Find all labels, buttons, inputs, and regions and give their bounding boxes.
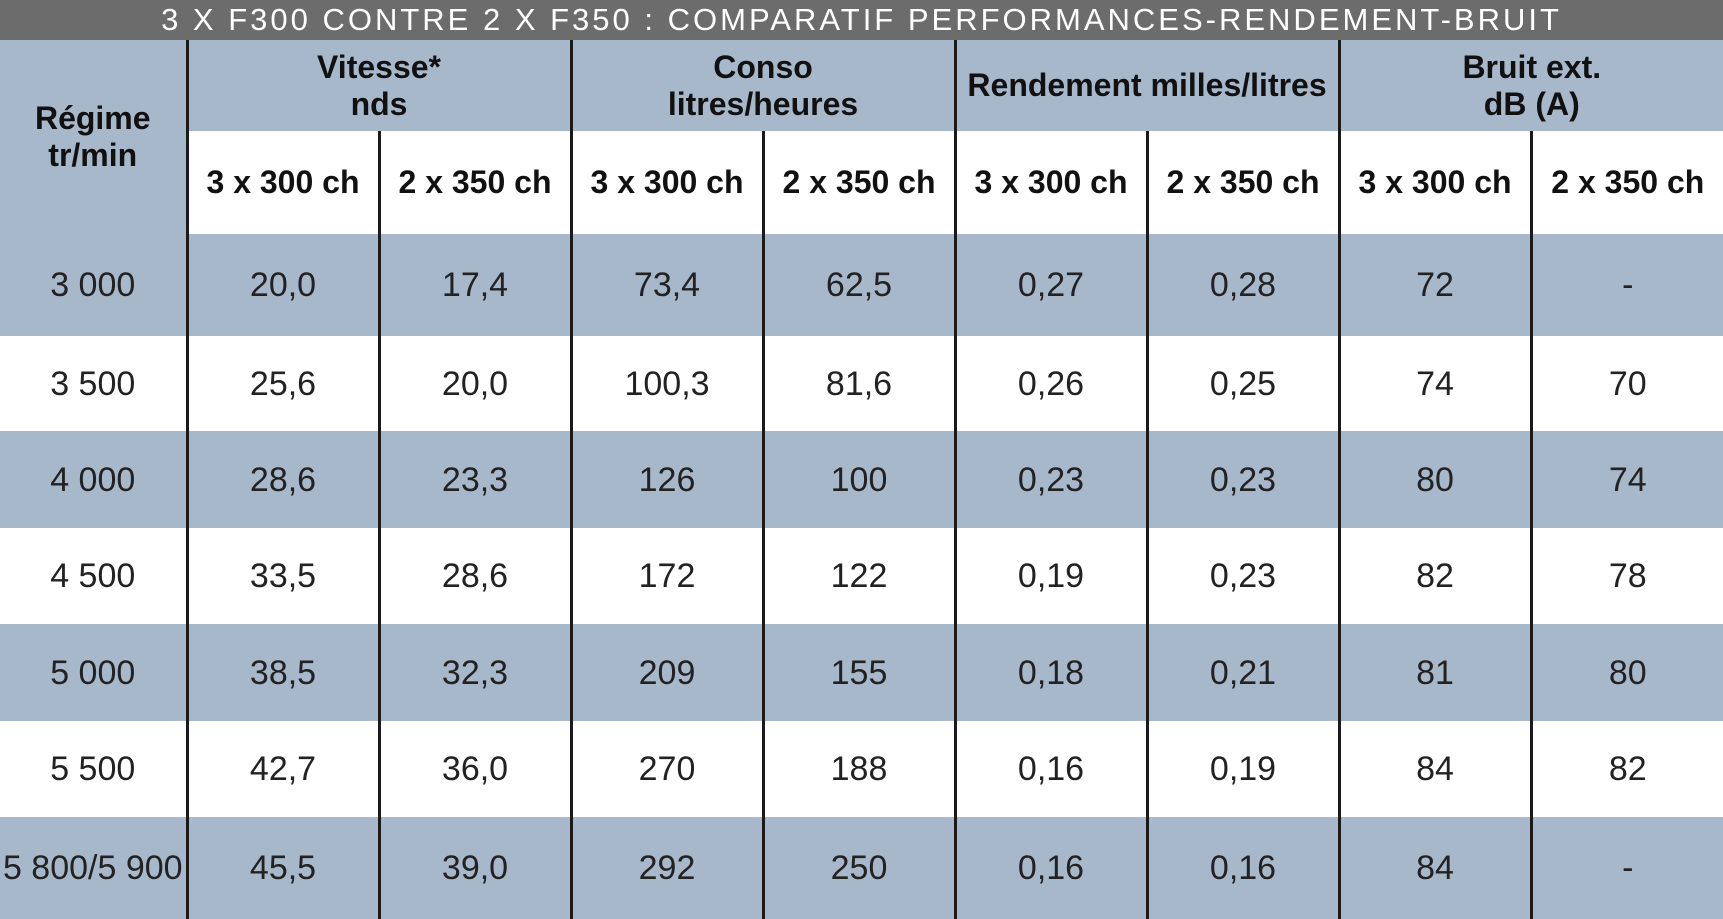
value-cell: 73,4	[569, 234, 765, 336]
value-cell: 292	[569, 817, 765, 919]
value-cell: 209	[569, 624, 765, 721]
data-row: 5 800/5 900 45,5 39,0 292 250 0,16 0,16 84-	[0, 817, 1723, 919]
value-cell: 0,19	[953, 528, 1149, 624]
value-cell: 0,19	[1145, 721, 1341, 817]
value-cell: 39,0	[377, 817, 573, 919]
value-cell: 0,23	[1145, 431, 1341, 528]
value-cell: 42,7	[185, 721, 381, 817]
value-cell: 0,26	[953, 336, 1149, 431]
value-cell: 82	[1337, 528, 1533, 624]
value-cell: 84	[1337, 817, 1533, 919]
value-cell: 188	[761, 721, 957, 817]
header-line: nds	[350, 85, 408, 122]
value-cell: 80	[1337, 431, 1533, 528]
header-line: Vitesse*	[317, 48, 441, 85]
title-bar: 3 X F300 CONTRE 2 X F350 : COMPARATIF PE…	[0, 0, 1723, 40]
value-cell: 126	[569, 431, 765, 528]
sub-header: 3 x 300 ch	[187, 131, 381, 234]
value-cell: 28,6	[377, 528, 573, 624]
value-cell: 100,3	[569, 336, 765, 431]
value-cell: 32,3	[377, 624, 573, 721]
comparison-table: Régime tr/min Vitesse* nds Conso litres/heure…	[0, 40, 1723, 919]
value-cell: 74	[1529, 431, 1723, 528]
data-row: 5 000 38,5 32,3 209 155 0,18 0,21 81 80	[0, 624, 1723, 721]
rpm-cell: 5 000	[0, 624, 189, 721]
value-cell: 0,27	[953, 234, 1149, 336]
rpm-cell: 4 500	[0, 528, 189, 624]
data-row: 4 000 28,6 23,3 126 100 0,23 0,23 80 74	[0, 431, 1723, 528]
value-cell: 45,5	[185, 817, 381, 919]
sub-header: 2 x 350 ch	[761, 131, 957, 234]
value-cell: 250	[761, 817, 957, 919]
sub-header-row: 3 x 300 ch 2 x 350 ch 3 x 300 ch 2 x 350 ch…	[0, 131, 1723, 234]
value-cell: -	[1529, 234, 1723, 336]
sub-header: 3 x 300 ch	[1337, 131, 1533, 234]
sub-header: 2 x 350 ch	[1145, 131, 1341, 234]
value-cell: 28,6	[185, 431, 381, 528]
value-cell: 0,23	[953, 431, 1149, 528]
value-cell: 70	[1529, 336, 1723, 431]
group-header: Régime tr/min	[0, 40, 189, 234]
rpm-cell: 5 500	[0, 721, 189, 817]
value-cell: 172	[569, 528, 765, 624]
value-cell: 0,25	[1145, 336, 1341, 431]
header-line: litres/heures	[667, 85, 859, 122]
header-line: dB (A)	[1483, 85, 1580, 122]
sub-header: 2 x 350 ch	[1529, 131, 1723, 234]
value-cell: 122	[761, 528, 957, 624]
header-line: tr/min	[48, 137, 138, 173]
header-line: Conso	[713, 48, 813, 85]
value-cell: 82	[1529, 721, 1723, 817]
value-cell: 270	[569, 721, 765, 817]
value-cell: 25,6	[185, 336, 381, 431]
value-cell: 80	[1529, 624, 1723, 721]
data-row: 4 500 33,5 28,6 172 122 0,19 0,23 82 78	[0, 528, 1723, 624]
header-line: Bruit ext.	[1462, 48, 1602, 85]
value-cell: 36,0	[377, 721, 573, 817]
value-cell: 74	[1337, 336, 1533, 431]
value-cell: 23,3	[377, 431, 573, 528]
value-cell: 155	[761, 624, 957, 721]
value-cell: 72	[1337, 234, 1533, 336]
data-row: 3 500 25,6 20,0 100,3 81,6 0,26 0,25 74 70	[0, 336, 1723, 431]
value-cell: 20,0	[377, 336, 573, 431]
group-header: Bruit ext. dB (A)	[1337, 40, 1723, 131]
rpm-cell: 3 000	[0, 234, 189, 336]
value-cell: 17,4	[377, 234, 573, 336]
group-header: Vitesse* nds	[185, 40, 573, 131]
group-header-row: Régime tr/min Vitesse* nds Conso litres/heure…	[0, 40, 1723, 234]
value-cell: 81	[1337, 624, 1533, 721]
rpm-cell: 3 500	[0, 336, 189, 431]
value-cell: 81,6	[761, 336, 957, 431]
value-cell: 0,16	[1145, 817, 1341, 919]
group-header: Rendement milles/litres	[953, 40, 1341, 131]
header-line: Régime	[34, 100, 151, 136]
value-cell: 38,5	[185, 624, 381, 721]
data-row: 3 000 20,0 17,4 73,4 62,5 0,27 0,28 72-	[0, 234, 1723, 336]
value-cell: 0,18	[953, 624, 1149, 721]
sub-header: 3 x 300 ch	[569, 131, 765, 234]
value-cell: 84	[1337, 721, 1533, 817]
value-cell: 0,23	[1145, 528, 1341, 624]
value-cell: 62,5	[761, 234, 957, 336]
sub-header: 2 x 350 ch	[377, 131, 573, 234]
rpm-cell: 5 800/5 900	[0, 817, 189, 919]
group-header: Conso litres/heures	[569, 40, 957, 131]
value-cell: 78	[1529, 528, 1723, 624]
value-cell: 20,0	[185, 234, 381, 336]
value-cell: 33,5	[185, 528, 381, 624]
rpm-cell: 4 000	[0, 431, 189, 528]
value-cell: 0,16	[953, 817, 1149, 919]
data-row: 5 500 42,7 36,0 270 188 0,16 0,19 84 82	[0, 721, 1723, 817]
value-cell: 0,16	[953, 721, 1149, 817]
value-cell: 100	[761, 431, 957, 528]
value-cell: -	[1529, 817, 1723, 919]
header-line: Rendement milles/litres	[967, 67, 1327, 103]
sub-header: 3 x 300 ch	[953, 131, 1149, 234]
value-cell: 0,28	[1145, 234, 1341, 336]
value-cell: 0,21	[1145, 624, 1341, 721]
